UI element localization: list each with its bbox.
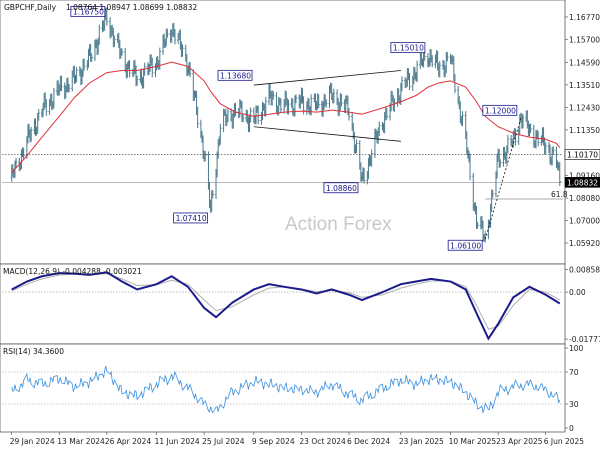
callout-label: 1.08860 bbox=[326, 184, 357, 193]
rsi-axis-label: 0 bbox=[569, 424, 574, 433]
price-callout: 1.07410 bbox=[173, 212, 209, 224]
price-axis-label: 1.14590 bbox=[569, 58, 600, 67]
price-axis-label: 1.15700 bbox=[569, 35, 600, 44]
x-axis-label: 23 Jan 2025 bbox=[399, 437, 444, 446]
callout-label: 1.15010 bbox=[393, 44, 424, 53]
price-current-tag-box bbox=[564, 177, 600, 188]
price-callout: 1.06100 bbox=[447, 239, 483, 251]
callout-label: 1.06100 bbox=[450, 241, 481, 250]
rsi-axis-label: 70 bbox=[569, 368, 579, 377]
price-axis-label: 1.11350 bbox=[569, 126, 600, 135]
price-marked-tag: 1.10170 bbox=[564, 149, 600, 160]
x-axis-label: 11 Jun 2024 bbox=[155, 437, 200, 446]
fib-label: 61.8 bbox=[551, 190, 568, 199]
price-callout: 1.13680 bbox=[217, 69, 253, 81]
callout-box bbox=[323, 182, 359, 194]
price-axis-label: 1.07000 bbox=[569, 217, 600, 226]
price-callout: 1.15010 bbox=[390, 42, 426, 54]
x-axis-label: 9 Sep 2024 bbox=[252, 437, 295, 446]
price-callout: 1.16750 bbox=[70, 5, 106, 17]
trendline bbox=[484, 118, 522, 240]
callout-box bbox=[70, 5, 106, 17]
x-axis-label: 29 Jan 2024 bbox=[10, 437, 55, 446]
price-axis-label: 1.09160 bbox=[569, 172, 600, 181]
rsi-plot bbox=[2, 366, 563, 415]
price-callout: 1.08860 bbox=[323, 182, 359, 194]
price-panel bbox=[0, 0, 566, 265]
x-axis-label: 25 Jul 2024 bbox=[202, 437, 245, 446]
macd-axis-label: 0.00 bbox=[569, 288, 586, 297]
macd-line bbox=[11, 271, 561, 341]
price-axis-label: 1.13510 bbox=[569, 81, 600, 90]
x-axis-label: 6 Jun 2025 bbox=[544, 437, 585, 446]
macd-panel bbox=[0, 263, 566, 345]
chart-header-symbol: GBPCHF,Daily bbox=[4, 3, 57, 12]
rsi-title: RSI(14) 34.3600 bbox=[3, 347, 64, 356]
x-axis-label: 23 Oct 2024 bbox=[299, 437, 346, 446]
moving-average-line bbox=[11, 61, 561, 173]
price-axis-label: 1.08080 bbox=[569, 194, 600, 203]
price-current-tag: 1.08832 bbox=[564, 177, 600, 188]
price-callout: 1.12000 bbox=[482, 104, 518, 116]
macd-plot bbox=[2, 271, 563, 341]
callout-box bbox=[217, 69, 253, 81]
x-axis-label: 6 Dec 2024 bbox=[347, 437, 390, 446]
trendline bbox=[253, 70, 401, 86]
axes: 1.16770 1.15700 1.14590 1.13510 1.12430 1.113… bbox=[10, 13, 600, 446]
price-axis-label: 1.12430 bbox=[569, 103, 600, 112]
price-marked-tag-box bbox=[564, 149, 600, 160]
price-axis-label: 1.16770 bbox=[569, 13, 600, 22]
price-current-tag-label: 1.08832 bbox=[567, 178, 598, 187]
callout-box bbox=[482, 104, 518, 116]
x-axis-label: 23 Apr 2025 bbox=[496, 437, 543, 446]
rsi-axis-label: 30 bbox=[569, 400, 579, 409]
watermark: Action Forex bbox=[285, 214, 392, 235]
macd-axis-label: 0.008583 bbox=[569, 265, 600, 274]
macd-title: MACD(12,26,9) -0.004288 -0.003021 bbox=[3, 267, 142, 276]
callout-label: 1.12000 bbox=[485, 106, 516, 115]
price-axis-label: 1.05920 bbox=[569, 239, 600, 248]
price-plot: 61.8 1.16750 1.07410 1.13680 1.08860 1.15010 1… bbox=[2, 5, 568, 251]
trendline bbox=[253, 126, 401, 142]
callout-label: 1.13680 bbox=[220, 71, 251, 80]
rsi-axis-label: 100 bbox=[569, 344, 584, 353]
callout-box bbox=[173, 212, 209, 224]
x-axis-label: 13 Mar 2024 bbox=[57, 437, 105, 446]
x-axis-label: 26 Apr 2024 bbox=[105, 437, 152, 446]
callout-label: 1.16750 bbox=[73, 7, 104, 16]
callout-box bbox=[390, 42, 426, 54]
price-marked-tag-label: 1.10170 bbox=[567, 150, 598, 159]
x-axis-label: 10 Mar 2025 bbox=[449, 437, 497, 446]
callout-label: 1.07410 bbox=[176, 214, 207, 223]
rsi-line bbox=[11, 366, 561, 415]
macd-axis-label: -0.017773 bbox=[569, 335, 600, 344]
chart-header-ohlc: 1.08764 1.08947 1.08699 1.08832 bbox=[66, 3, 197, 12]
callout-box bbox=[447, 239, 483, 251]
